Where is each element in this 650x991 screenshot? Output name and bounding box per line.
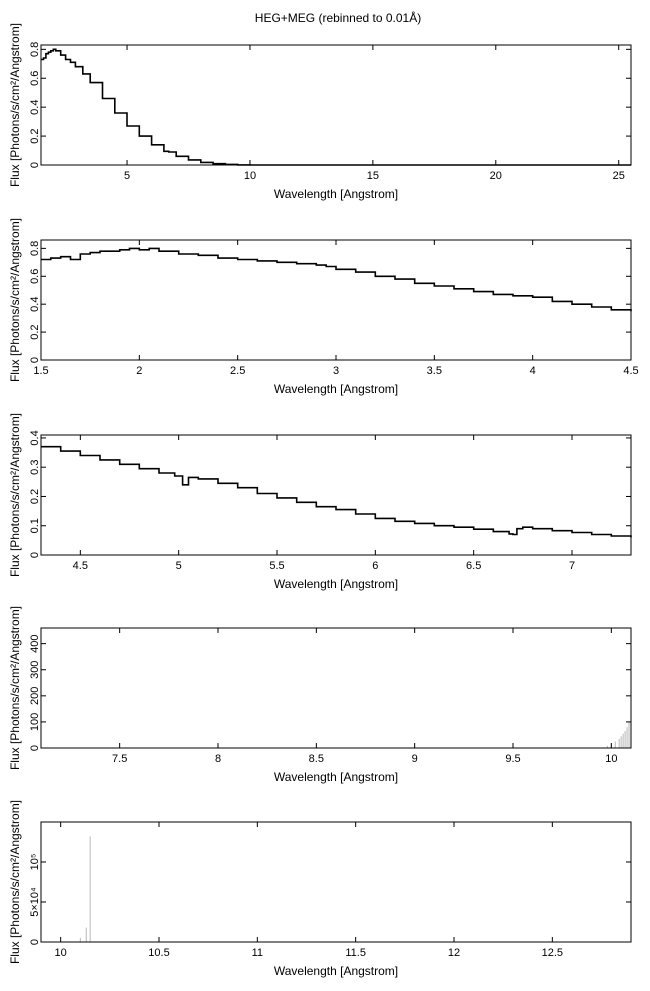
x-tick-label: 6 <box>372 560 378 572</box>
y-axis-label: Flux [Photons/s/cm²/Angstrom] <box>8 413 22 577</box>
x-tick-label: 9.5 <box>505 753 520 765</box>
y-tick-label: 200 <box>29 687 41 705</box>
x-axis-label: Wavelength [Angstrom] <box>274 770 398 784</box>
x-tick-label: 7.5 <box>112 753 127 765</box>
x-tick-label: 5.5 <box>269 560 284 572</box>
y-tick-label: 400 <box>29 634 41 652</box>
y-tick-label: 0 <box>29 162 41 168</box>
x-tick-label: 10 <box>55 947 67 959</box>
x-tick-label: 4.5 <box>623 365 638 377</box>
y-tick-label: 100 <box>29 713 41 731</box>
x-tick-label: 7 <box>569 560 575 572</box>
x-tick-label: 9 <box>412 753 418 765</box>
x-tick-label: 12 <box>448 947 460 959</box>
y-tick-label: 10⁵ <box>29 854 41 871</box>
y-tick-label: 0.8 <box>29 42 41 57</box>
y-tick-label: 0 <box>29 939 41 945</box>
x-tick-label: 3 <box>333 365 339 377</box>
series-line-2-1 <box>41 247 632 312</box>
x-tick-label: 3.5 <box>427 365 442 377</box>
x-tick-label: 1.5 <box>33 365 48 377</box>
x-tick-label: 12.5 <box>542 947 563 959</box>
y-tick-label: 0 <box>29 552 41 558</box>
y-tick-label: 5×10⁴ <box>29 887 41 917</box>
x-tick-label: 5 <box>176 560 182 572</box>
y-axis-label: Flux [Photons/s/cm²/Angstrom] <box>8 23 22 187</box>
y-tick-label: 0.8 <box>29 241 41 256</box>
x-tick-label: 20 <box>490 170 502 182</box>
plot-frame-4 <box>40 627 632 749</box>
y-tick-label: 0.6 <box>29 269 41 284</box>
plot-frame-3 <box>40 434 632 556</box>
x-tick-label: 8 <box>215 753 221 765</box>
x-tick-label: 15 <box>367 170 379 182</box>
y-tick-label: 0.4 <box>29 430 41 445</box>
x-tick-label: 4.5 <box>73 560 88 572</box>
series-line-3-1 <box>41 445 632 538</box>
y-tick-label: 0 <box>29 745 41 751</box>
y-tick-label: 0.2 <box>29 128 41 143</box>
x-tick-label: 11 <box>252 947 263 959</box>
figure-title: HEG+MEG (rebinned to 0.01Å) <box>255 10 421 25</box>
y-tick-label: 0.2 <box>29 324 41 339</box>
y-tick-label: 0 <box>29 357 41 363</box>
x-tick-label: 5 <box>124 170 130 182</box>
chart-panel-3: 4.5 5 5.5 6 6.5 7 0 0.1 0.2 0.3 0.4 Wavelength [Ang… <box>8 413 632 591</box>
chart-panel-1: 5 10 15 20 25 0 0.2 0.4 0.6 0.8 Wavelength [Angstr… <box>8 23 632 201</box>
y-axis-label: Flux [Photons/s/cm²/Angstrom] <box>8 606 22 770</box>
chart-panel-2: 1.5 2 2.5 3 3.5 4 4.5 0 0.2 0.4 0.6 0.8 Wavelength [… <box>8 218 639 396</box>
plot-frame-5 <box>40 821 632 943</box>
x-tick-label: 10.5 <box>148 947 169 959</box>
series-line-1-1 <box>41 48 631 166</box>
plot-frame-1 <box>40 44 632 166</box>
x-tick-label: 10 <box>605 753 617 765</box>
y-axis-label: Flux [Photons/s/cm²/Angstrom] <box>8 800 22 964</box>
x-tick-label: 2 <box>136 365 142 377</box>
x-tick-label: 10 <box>244 170 256 182</box>
y-tick-label: 300 <box>29 661 41 679</box>
x-tick-label: 25 <box>613 170 625 182</box>
plot-frame-2 <box>40 239 632 361</box>
x-tick-label: 4 <box>530 365 536 377</box>
y-tick-label: 0.2 <box>29 489 41 504</box>
y-tick-label: 0.6 <box>29 71 41 86</box>
y-tick-label: 0.4 <box>29 297 41 312</box>
x-axis-label: Wavelength [Angstrom] <box>274 964 398 978</box>
x-axis-label: Wavelength [Angstrom] <box>274 187 398 201</box>
x-tick-label: 6.5 <box>466 560 481 572</box>
x-tick-label: 8.5 <box>309 753 324 765</box>
chart-panel-5: 10 10.5 11 11.5 12 12.5 0 5×10⁴ 10⁵ Wavelength [A… <box>8 800 632 978</box>
y-axis-label: Flux [Photons/s/cm²/Angstrom] <box>8 218 22 382</box>
y-tick-label: 0.4 <box>29 100 41 115</box>
x-tick-label: 2.5 <box>230 365 245 377</box>
x-axis-label: Wavelength [Angstrom] <box>274 577 398 591</box>
x-axis-label: Wavelength [Angstrom] <box>274 382 398 396</box>
y-tick-label: 0.1 <box>29 518 41 533</box>
x-tick-label: 11.5 <box>345 947 366 959</box>
y-tick-label: 0.3 <box>29 460 41 475</box>
